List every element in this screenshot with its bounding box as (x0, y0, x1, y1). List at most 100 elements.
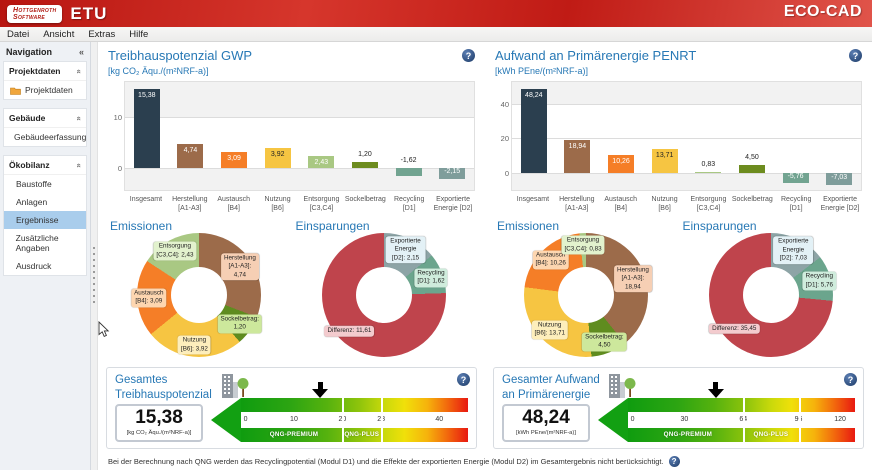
penrt-plot-area: 0 20 40 48,24 18,94 10,26 13,71 0,83 4,50 -5,76 -7… (501, 81, 862, 191)
bar-value-label: -7,03 (831, 174, 848, 182)
menu-item-ansicht[interactable]: Ansicht (43, 28, 75, 40)
collapse-section-icon[interactable]: « (74, 68, 84, 74)
section-title: Projektdaten (9, 66, 61, 76)
sidebar-item-projektdaten[interactable]: Projektdaten (4, 81, 86, 99)
sidebar-item-baustoffe[interactable]: Baustoffe (4, 175, 86, 193)
bar-value-label: 4,74 (183, 146, 198, 154)
bar-value-label: 48,24 (525, 92, 543, 100)
donut-slice-label: Austausch [B4]: 10,26 (532, 250, 569, 269)
donut-title: Emissionen (497, 219, 560, 234)
building-tree-icon (609, 374, 636, 399)
gwp-panel: Treibhauspotenzial GWP [kg CO₂ Äqu./(m²N… (106, 44, 478, 450)
sidebar-item-label: Ergebnisse (16, 215, 59, 225)
scale-marker (312, 382, 329, 399)
zone-separator (342, 398, 345, 443)
sidebar-item-zusaetzliche-angaben[interactable]: Zusätzliche Angaben (4, 229, 86, 257)
donut-chart: Exportierte Energie [D2]: 7,03 Recycling … (709, 233, 836, 358)
building-tree-icon (222, 374, 249, 399)
bar (177, 143, 204, 168)
donut-slice-label: Sockelbetrag: 1,20 (217, 314, 262, 334)
title-bar: Hottgenroth Software ETU ECO-CAD (0, 0, 872, 27)
total-value: 48,24 (522, 407, 570, 429)
section-projektdaten: Projektdaten « Projektdaten (3, 61, 87, 100)
scale-tick-label: 0 (630, 416, 635, 424)
qng-zone-label: QNG-PREMIUM (663, 431, 713, 439)
collapse-sidebar-icon[interactable]: « (78, 47, 84, 57)
help-icon[interactable]: ? (849, 49, 862, 62)
donut-hole (557, 267, 614, 324)
section-header-projektdaten[interactable]: Projektdaten « (4, 62, 86, 81)
sidebar-item-gebaeudeerfassung[interactable]: Gebäudeerfassung (4, 128, 86, 146)
y-tick-label: 10 (113, 112, 122, 122)
navigation-header: Navigation « (0, 42, 90, 61)
collapse-section-icon[interactable]: « (74, 162, 84, 168)
help-icon[interactable]: ? (668, 456, 680, 468)
y-tick-label: 0 (504, 169, 509, 178)
menu-item-extras[interactable]: Extras (88, 28, 116, 40)
sidebar-item-ergebnisse[interactable]: Ergebnisse (4, 211, 86, 229)
menu-item-hilfe[interactable]: Hilfe (129, 28, 149, 40)
penrt-bar-chart: 0 20 40 48,24 18,94 10,26 13,71 0,83 4,50 -5,76 -7… (495, 81, 862, 213)
navigation-title: Navigation (6, 47, 53, 57)
sidebar-item-label: Ausdruck (16, 261, 52, 271)
gwp-chart-unit: [kg CO₂ Äqu./(m²NRF-a)] (108, 66, 209, 76)
donut-slice-label: Austausch [B4]: 3,09 (131, 288, 167, 308)
donut-chart: Exportierte Energie [D2]: 2,15 Recycling … (322, 233, 448, 358)
donut-hole (743, 267, 800, 324)
bar-value-label: 4,50 (745, 154, 759, 162)
zone-separator (798, 398, 801, 443)
bar (520, 89, 547, 173)
menu-item-datei[interactable]: Datei (7, 28, 30, 40)
bar-value-label: 0,83 (701, 160, 716, 168)
bar (695, 171, 722, 173)
section-title: Ökobilanz (9, 160, 50, 170)
collapse-section-icon[interactable]: « (74, 115, 84, 121)
section-header-oekobilanz[interactable]: Ökobilanz « (4, 156, 86, 175)
results-content: Treibhauspotenzial GWP [kg CO₂ Äqu./(m²N… (98, 42, 872, 470)
donut-title: Emissionen (110, 219, 173, 234)
x-axis-label: Sockelbetrag (344, 196, 386, 203)
penrt-panel: Aufwand an Primärenergie PENRT [kWh PEne… (493, 44, 865, 450)
sidebar-item-anlagen[interactable]: Anlagen (4, 193, 86, 211)
penrt-emissions-donut: Emissionen Herstellung [A1-A3]: 18,94 Soc… (493, 217, 679, 363)
help-icon[interactable]: ? (462, 49, 475, 62)
x-axis-label: Austausch [B4] (217, 196, 251, 213)
donut-slice-label: Herstellung [A1-A3]: 18,94 (613, 264, 652, 293)
folder-icon (10, 87, 21, 95)
help-icon[interactable]: ? (844, 373, 857, 387)
x-axis-label: Exportierte Energie [D2] (433, 196, 473, 213)
y-tick-label: 20 (500, 134, 509, 144)
section-gebaeude: Gebäude « Gebäudeerfassung (3, 108, 87, 147)
scale-marker (707, 382, 724, 399)
gwp-savings-donut: Einsparungen Exportierte Energie [D2]: 2… (292, 217, 478, 363)
gwp-emissions-donut: Emissionen Herstellung [A1-A3]: 4,74 Sock… (106, 217, 292, 363)
qng-zone-label: QNG-PLUS (344, 431, 380, 439)
sidebar-item-ausdruck[interactable]: Ausdruck (4, 257, 86, 275)
x-axis-label: Entsorgung [C3,C4] (690, 196, 727, 213)
sidebar-splitter[interactable] (91, 42, 98, 470)
penrt-total-valuebox: 48,24 [kWh PEne/(m²NRF-a)] (502, 404, 590, 443)
gwp-x-axis-labels: Insgesamt Herstellung [A1-A3] Austausch [B… (124, 195, 475, 213)
summary-title: Gesamter Aufwand an Primärenergie (502, 374, 600, 401)
sidebar-item-label: Gebäudeerfassung (14, 132, 87, 142)
bar (221, 152, 248, 168)
donut-slice-label: Nutzung [B6]: 3,92 (177, 335, 211, 355)
bar (738, 165, 765, 173)
product-name: ECO-CAD (783, 3, 862, 20)
donut-slice-label: Herstellung [A1-A3]: 4,74 (221, 253, 259, 281)
summary-title: Gesamtes Treibhauspotenzial (115, 374, 212, 401)
splitter-handle[interactable] (93, 247, 95, 307)
donut-slice-label: Entsorgung [C3,C4]: 0,83 (561, 235, 605, 255)
total-unit: [kWh PEne/(m²NRF-a)] (516, 430, 576, 437)
section-header-gebaeude[interactable]: Gebäude « (4, 109, 86, 128)
qng-footnote: Bei der Berechnung nach QNG werden das R… (108, 456, 864, 468)
x-axis-label: Recycling [D1] (394, 196, 425, 213)
bar (395, 167, 422, 177)
scale-tick-label: 40 (435, 416, 444, 424)
penrt-savings-donut: Einsparungen Exportierte Energie [D2]: 7… (679, 217, 865, 363)
help-icon[interactable]: ? (457, 373, 470, 387)
gwp-chart-title: Treibhauspotenzial GWP (108, 48, 253, 63)
